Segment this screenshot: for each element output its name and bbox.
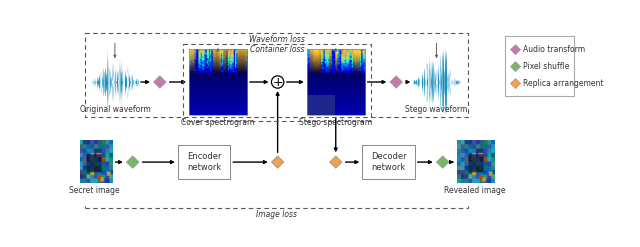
Text: Container loss: Container loss (250, 45, 304, 54)
Bar (85, 34, 467, 117)
Text: Encoder
network: Encoder network (187, 152, 221, 172)
FancyBboxPatch shape (362, 145, 415, 179)
Polygon shape (511, 79, 520, 88)
Text: Image loss: Image loss (256, 210, 297, 219)
Bar (307, 49, 365, 115)
Text: Replica arrangement: Replica arrangement (524, 79, 604, 88)
Text: Revealed image: Revealed image (445, 186, 506, 195)
Bar (182, 43, 371, 121)
Text: Original waveform: Original waveform (79, 105, 150, 114)
Polygon shape (511, 62, 520, 72)
Text: Decoder
network: Decoder network (371, 152, 406, 172)
FancyBboxPatch shape (178, 145, 230, 179)
Polygon shape (390, 76, 403, 88)
Text: Audio transform: Audio transform (524, 45, 586, 54)
Circle shape (271, 76, 284, 88)
Text: Pixel shuffle: Pixel shuffle (524, 62, 570, 71)
Bar (189, 49, 247, 115)
Polygon shape (436, 156, 449, 168)
Text: Cover spectrogram: Cover spectrogram (181, 118, 255, 127)
Polygon shape (330, 156, 342, 168)
Text: Secret image: Secret image (68, 186, 119, 195)
Polygon shape (271, 156, 284, 168)
Text: Stego waveform: Stego waveform (405, 105, 468, 114)
Text: Waveform loss: Waveform loss (248, 35, 305, 44)
Polygon shape (511, 45, 520, 55)
FancyBboxPatch shape (505, 36, 575, 96)
Polygon shape (154, 76, 166, 88)
Text: +: + (272, 76, 283, 89)
Text: Stego spectrogram: Stego spectrogram (299, 118, 372, 127)
Polygon shape (127, 156, 139, 168)
